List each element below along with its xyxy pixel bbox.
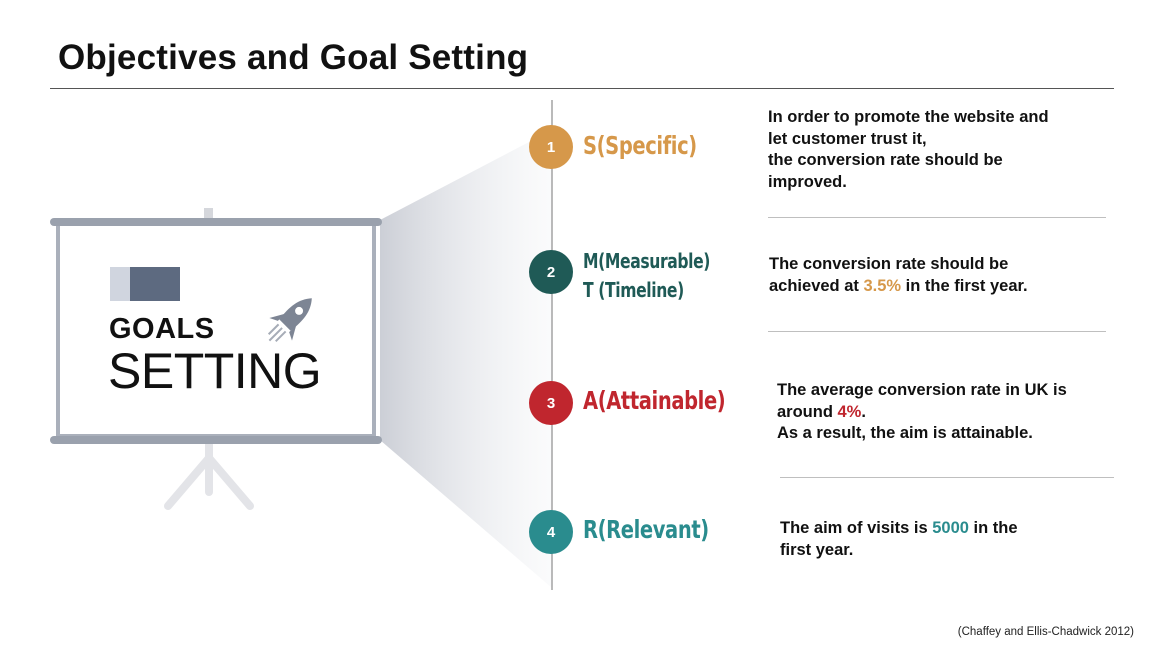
step-1-description: In order to promote the website and let … — [768, 107, 1128, 193]
step-3-desc-line3: As a result, the aim is attainable. — [777, 424, 1033, 442]
step-2-desc-line1: The conversion rate should be — [769, 255, 1009, 273]
setting-label: SETTING — [108, 343, 322, 399]
citation: (Chaffey and Ellis-Chadwick 2012) — [957, 626, 1134, 638]
step-1-desc-line: the conversion rate should be — [768, 151, 1003, 169]
step-2-desc-line2: achieved at 3.5% in the first year. — [769, 276, 1119, 298]
step-1-desc-line: In order to promote the website and — [768, 108, 1049, 126]
step-3-desc-line1: The average conversion rate in UK is — [777, 381, 1067, 399]
desc-text: in the first year. — [901, 276, 1028, 295]
step-2-description: The conversion rate should be achieved a… — [769, 254, 1119, 297]
projection-beam — [380, 130, 552, 588]
step-4-desc-line1: The aim of visits is 5000 in the — [780, 518, 1110, 540]
screen-bottom-rail — [50, 436, 382, 444]
goals-label: GOALS — [109, 313, 215, 345]
screen-hook — [204, 208, 213, 222]
separator-2 — [768, 331, 1106, 332]
step-3-desc-line2: around 4%. — [777, 402, 1137, 424]
page-title: Objectives and Goal Setting — [58, 38, 529, 77]
visits-target-value: 5000 — [932, 519, 969, 537]
step-1-desc-line: improved. — [768, 172, 847, 191]
step-1-label: S(Specific) — [583, 131, 697, 160]
decor-block-light — [110, 267, 130, 301]
desc-text: The aim of visits is — [780, 519, 933, 537]
step-3-description: The average conversion rate in UK is aro… — [777, 380, 1137, 445]
step-4-badge: 4 — [529, 510, 573, 554]
separator-3 — [780, 477, 1114, 478]
conversion-target-value: 3.5% — [863, 276, 902, 295]
step-2-label: M(Measurable) T (Timeline) — [583, 247, 710, 305]
decor-block-dark — [130, 267, 180, 301]
screen-top-rail — [50, 218, 382, 226]
title-divider — [50, 88, 1114, 89]
desc-text: . — [861, 402, 866, 421]
desc-text: around — [777, 402, 838, 421]
step-2-badge: 2 — [529, 250, 573, 294]
uk-average-rate-value: 4% — [837, 402, 862, 421]
step-2-label-line1: M(Measurable) — [583, 249, 711, 273]
step-3-label: A(Attainable) — [583, 386, 726, 415]
tripod-stand — [164, 438, 254, 510]
step-4-desc-line2: first year. — [780, 540, 854, 559]
step-4-description: The aim of visits is 5000 in the first y… — [780, 518, 1110, 561]
desc-text: achieved at — [769, 276, 864, 295]
desc-text: in the — [968, 519, 1018, 537]
rocket-icon — [267, 298, 312, 343]
screen-panel — [56, 222, 376, 438]
step-4-label: R(Relevant) — [583, 515, 709, 544]
step-3-badge: 3 — [529, 381, 573, 425]
separator-1 — [768, 217, 1106, 218]
step-1-desc-line: let customer trust it, — [768, 129, 927, 148]
step-2-label-line2: T (Timeline) — [583, 278, 684, 302]
step-1-badge: 1 — [529, 125, 573, 169]
